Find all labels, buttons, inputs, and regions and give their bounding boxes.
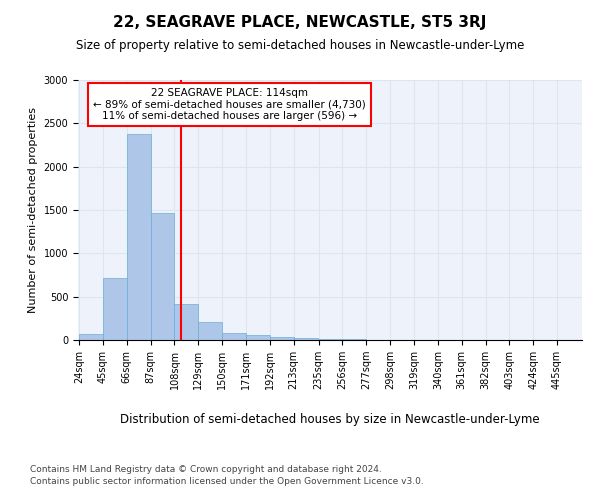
Bar xyxy=(103,278,127,340)
Text: Distribution of semi-detached houses by size in Newcastle-under-Lyme: Distribution of semi-detached houses by … xyxy=(120,412,540,426)
Bar xyxy=(175,304,199,340)
Bar xyxy=(319,338,343,340)
Bar xyxy=(151,213,175,340)
Bar xyxy=(293,338,317,340)
Bar xyxy=(246,335,270,340)
Bar xyxy=(270,337,293,340)
Bar xyxy=(127,134,151,340)
Y-axis label: Number of semi-detached properties: Number of semi-detached properties xyxy=(28,107,38,313)
Bar xyxy=(222,332,246,340)
Text: Size of property relative to semi-detached houses in Newcastle-under-Lyme: Size of property relative to semi-detach… xyxy=(76,39,524,52)
Text: Contains HM Land Registry data © Crown copyright and database right 2024.: Contains HM Land Registry data © Crown c… xyxy=(30,465,382,474)
Text: 22, SEAGRAVE PLACE, NEWCASTLE, ST5 3RJ: 22, SEAGRAVE PLACE, NEWCASTLE, ST5 3RJ xyxy=(113,15,487,30)
Text: Contains public sector information licensed under the Open Government Licence v3: Contains public sector information licen… xyxy=(30,478,424,486)
Bar xyxy=(79,334,103,340)
Bar xyxy=(199,322,222,340)
Text: 22 SEAGRAVE PLACE: 114sqm
← 89% of semi-detached houses are smaller (4,730)
11% : 22 SEAGRAVE PLACE: 114sqm ← 89% of semi-… xyxy=(93,88,365,121)
Bar xyxy=(343,339,367,340)
